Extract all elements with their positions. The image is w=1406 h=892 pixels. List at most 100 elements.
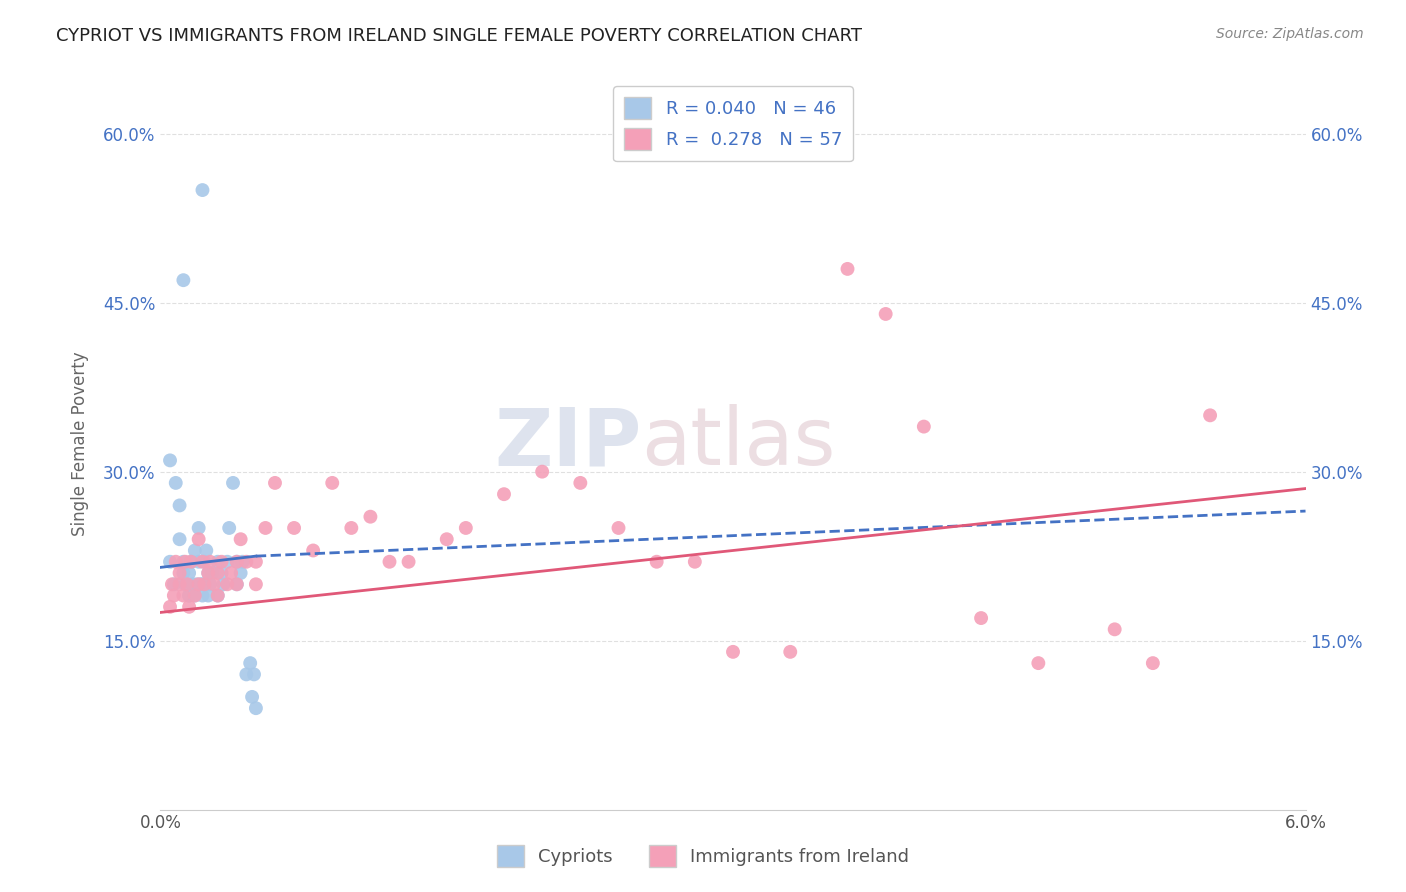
Point [235, 555, 257, 569]
Text: atlas: atlas [641, 404, 835, 483]
Point [254, 521, 277, 535]
Point [492, 487, 515, 501]
Point [193, 555, 215, 569]
Point [172, 555, 194, 569]
Point [436, 533, 458, 547]
Point [912, 419, 935, 434]
Text: CYPRIOT VS IMMIGRANTS FROM IRELAND SINGLE FEMALE POVERTY CORRELATION CHART: CYPRIOT VS IMMIGRANTS FROM IRELAND SINGL… [56, 27, 862, 45]
Point [165, 475, 187, 490]
Point [211, 555, 233, 569]
Point [229, 566, 252, 580]
Point [454, 521, 477, 535]
Point [1028, 656, 1050, 670]
Point [359, 509, 381, 524]
Point [193, 577, 215, 591]
Point [169, 499, 191, 513]
Point [197, 566, 219, 580]
Point [184, 543, 207, 558]
Point [201, 566, 224, 580]
Point [225, 555, 247, 569]
Legend: Cypriots, Immigrants from Ireland: Cypriots, Immigrants from Ireland [489, 838, 917, 874]
Point [225, 577, 247, 591]
Point [321, 475, 343, 490]
Point [190, 577, 212, 591]
Point [187, 521, 209, 535]
Point [174, 577, 197, 591]
Point [179, 599, 201, 614]
Point [217, 577, 239, 591]
Point [229, 533, 252, 547]
Point [1142, 656, 1164, 670]
Point [163, 577, 186, 591]
Point [191, 589, 214, 603]
Y-axis label: Single Female Poverty: Single Female Poverty [72, 351, 89, 536]
Point [159, 453, 181, 467]
Text: ZIP: ZIP [494, 404, 641, 483]
Point [217, 555, 239, 569]
Point [207, 555, 229, 569]
Point [172, 273, 194, 287]
Point [181, 577, 204, 591]
Point [875, 307, 897, 321]
Point [302, 543, 325, 558]
Point [191, 183, 214, 197]
Point [184, 589, 207, 603]
Legend: R = 0.040   N = 46, R =  0.278   N = 57: R = 0.040 N = 46, R = 0.278 N = 57 [613, 87, 853, 161]
Point [169, 566, 191, 580]
Point [1199, 409, 1222, 423]
Point [169, 533, 191, 547]
Point [180, 555, 202, 569]
Point [531, 465, 554, 479]
Point [172, 589, 194, 603]
Point [837, 261, 859, 276]
Point [197, 589, 219, 603]
Point [225, 555, 247, 569]
Point [198, 555, 221, 569]
Point [219, 566, 242, 580]
Text: Source: ZipAtlas.com: Source: ZipAtlas.com [1216, 27, 1364, 41]
Point [232, 555, 254, 569]
Point [197, 566, 219, 580]
Point [184, 589, 207, 603]
Point [195, 543, 218, 558]
Point [207, 589, 229, 603]
Point [163, 589, 186, 603]
Point [970, 611, 993, 625]
Point [283, 521, 305, 535]
Point [683, 555, 706, 569]
Point [207, 566, 229, 580]
Point [243, 667, 266, 681]
Point [239, 656, 262, 670]
Point [264, 475, 287, 490]
Point [721, 645, 744, 659]
Point [198, 577, 221, 591]
Point [1104, 623, 1126, 637]
Point [187, 577, 209, 591]
Point [245, 577, 267, 591]
Point [180, 555, 202, 569]
Point [212, 577, 235, 591]
Point [179, 589, 201, 603]
Point [225, 577, 247, 591]
Point [211, 566, 233, 580]
Point [398, 555, 420, 569]
Point [172, 566, 194, 580]
Point [187, 533, 209, 547]
Point [340, 521, 363, 535]
Point [159, 599, 181, 614]
Point [169, 577, 191, 591]
Point [191, 555, 214, 569]
Point [186, 577, 208, 591]
Point [160, 577, 183, 591]
Point [607, 521, 630, 535]
Point [378, 555, 401, 569]
Point [179, 566, 201, 580]
Point [159, 555, 181, 569]
Point [645, 555, 668, 569]
Point [174, 555, 197, 569]
Point [176, 577, 198, 591]
Point [245, 701, 267, 715]
Point [202, 577, 225, 591]
Point [235, 667, 257, 681]
Point [218, 521, 240, 535]
